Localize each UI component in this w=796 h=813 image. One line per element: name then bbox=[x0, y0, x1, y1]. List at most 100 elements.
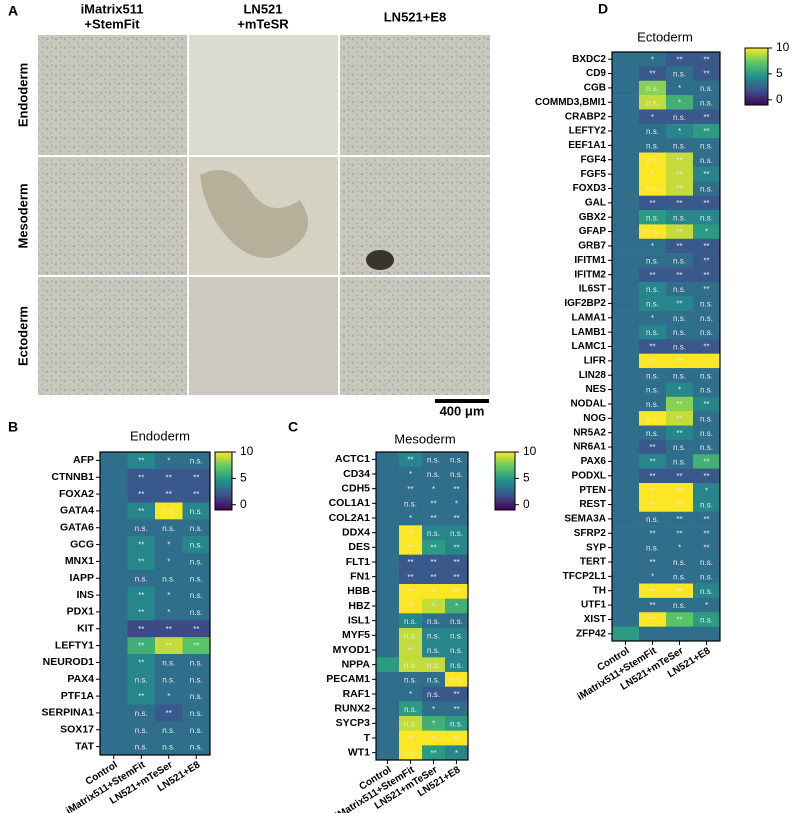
significance-label: n.s. bbox=[404, 631, 417, 640]
heatmap-cell bbox=[155, 468, 183, 486]
heatmap-cell bbox=[422, 672, 446, 687]
heatmap-cell bbox=[612, 353, 640, 369]
heatmap-cell bbox=[639, 253, 667, 268]
heatmap-cell bbox=[612, 439, 640, 455]
significance-label: * bbox=[432, 485, 435, 494]
significance-label: n.s. bbox=[404, 719, 417, 728]
significance-label: ** bbox=[676, 185, 682, 194]
heatmap-cell bbox=[155, 670, 183, 688]
significance-label: ** bbox=[453, 734, 459, 743]
significance-label: ** bbox=[407, 734, 413, 743]
row-label: IFITM2 bbox=[574, 269, 606, 280]
significance-label: n.s. bbox=[162, 507, 175, 516]
heatmap-cell bbox=[127, 485, 156, 503]
row-label: NR6A1 bbox=[573, 442, 606, 453]
significance-label: ** bbox=[649, 357, 655, 366]
row-label: MYF5 bbox=[342, 629, 370, 641]
row-label: UTF1 bbox=[581, 600, 606, 611]
heatmap-cell bbox=[639, 554, 667, 570]
heatmap-cell bbox=[666, 310, 694, 326]
heatmap-cell bbox=[693, 612, 721, 627]
heatmap-cell bbox=[182, 586, 211, 604]
heatmap-cell bbox=[445, 598, 469, 614]
heatmap-cell bbox=[445, 481, 469, 497]
significance-label: ** bbox=[453, 558, 459, 567]
heatmap-cell bbox=[399, 642, 423, 658]
heatmap-cell bbox=[612, 109, 640, 125]
row-label: GFAP bbox=[579, 226, 607, 237]
heatmap-cell bbox=[445, 452, 469, 467]
significance-label: ** bbox=[703, 70, 709, 79]
heatmap-cell bbox=[100, 569, 128, 587]
row-label: SYP bbox=[586, 542, 606, 553]
row-label: AFP bbox=[73, 454, 94, 466]
heatmap-cell bbox=[155, 620, 183, 638]
significance-label: n.s. bbox=[646, 429, 659, 438]
significance-label: n.s. bbox=[190, 709, 203, 718]
heatmap-cell bbox=[639, 66, 667, 82]
micrograph bbox=[340, 157, 490, 275]
heatmap-cell bbox=[182, 620, 211, 638]
significance-label: ** bbox=[676, 199, 682, 208]
column-header: LN521 bbox=[243, 1, 282, 16]
significance-label: n.s. bbox=[700, 616, 713, 625]
row-label: REST bbox=[579, 499, 606, 510]
heatmap-cell bbox=[612, 195, 640, 211]
heatmap-cell bbox=[422, 716, 446, 731]
significance-label: ** bbox=[649, 486, 655, 495]
heatmap-cell bbox=[182, 468, 211, 486]
significance-label: ** bbox=[166, 709, 172, 718]
significance-label: n.s. bbox=[427, 646, 440, 655]
significance-label: n.s. bbox=[673, 328, 686, 337]
significance-label: n.s. bbox=[450, 470, 463, 479]
row-label: CD34 bbox=[343, 468, 370, 480]
heatmap-cell bbox=[612, 583, 640, 599]
heatmap-cell bbox=[612, 626, 640, 642]
heatmap-cell bbox=[445, 525, 469, 541]
significance-label: n.s. bbox=[162, 726, 175, 735]
row-label: DDX4 bbox=[342, 526, 370, 538]
heatmap-cell bbox=[376, 452, 400, 467]
micrographs bbox=[38, 35, 490, 403]
significance-label: ** bbox=[430, 734, 436, 743]
heatmap-cell bbox=[612, 238, 640, 254]
colorbar-tick-label: 5 bbox=[523, 471, 530, 485]
micrograph-feature bbox=[200, 170, 308, 258]
row-header: Ectoderm bbox=[15, 306, 30, 366]
row-label: PTEN bbox=[579, 485, 606, 496]
heatmap-cell bbox=[666, 224, 694, 240]
significance-label: n.s. bbox=[646, 228, 659, 237]
heatmap-cell bbox=[612, 166, 640, 182]
micrograph bbox=[38, 277, 187, 395]
significance-label: n.s. bbox=[427, 631, 440, 640]
row-label: GAL bbox=[585, 197, 606, 208]
significance-label: ** bbox=[703, 472, 709, 481]
heatmap-cell bbox=[666, 296, 694, 311]
heatmap-cell bbox=[639, 95, 667, 110]
significance-label: ** bbox=[703, 113, 709, 122]
heatmap-cell bbox=[155, 687, 183, 705]
heatmap-cell bbox=[182, 569, 211, 587]
significance-label: * bbox=[167, 558, 170, 567]
heatmap-cell bbox=[666, 195, 694, 211]
significance-label: n.s. bbox=[646, 400, 659, 409]
heatmap-cell bbox=[399, 569, 423, 585]
heatmap-cell bbox=[612, 425, 640, 441]
significance-label: ** bbox=[703, 271, 709, 280]
heatmap-cell bbox=[155, 704, 183, 722]
heatmap-cell bbox=[155, 654, 183, 672]
heatmap-cell bbox=[100, 670, 128, 688]
heatmap-cell bbox=[693, 425, 721, 441]
significance-label: n.s. bbox=[190, 558, 203, 567]
significance-label: * bbox=[678, 544, 681, 553]
significance-label: * bbox=[167, 692, 170, 701]
significance-label: ** bbox=[138, 692, 144, 701]
heatmap-cell bbox=[666, 253, 694, 268]
column-header: +StemFit bbox=[84, 16, 140, 31]
row-label: IFITM1 bbox=[574, 255, 606, 266]
heatmap-cell bbox=[693, 597, 721, 613]
row-label: NODAL bbox=[570, 399, 606, 410]
significance-label: n.s. bbox=[700, 300, 713, 309]
significance-label: ** bbox=[649, 70, 655, 79]
significance-label: n.s. bbox=[646, 414, 659, 423]
